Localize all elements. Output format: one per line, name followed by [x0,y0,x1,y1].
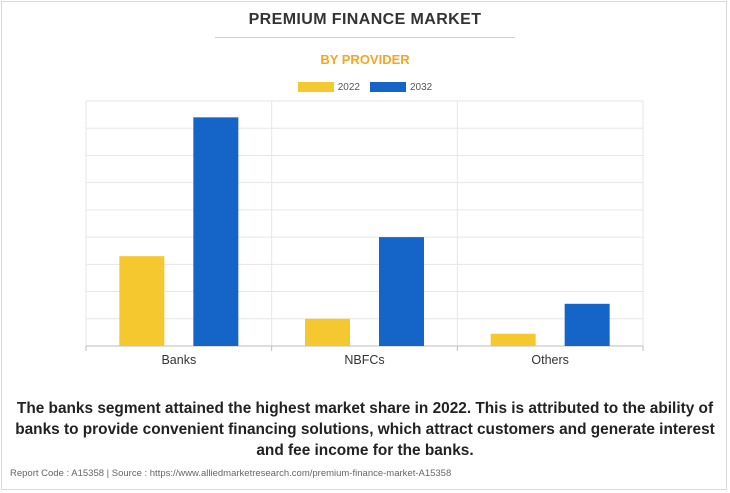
bar-2032-others [564,303,610,346]
bar-2022-nbfcs [305,318,350,346]
legend-swatch-2022 [297,82,334,92]
bar-chart: Banks NBFCs Others [85,100,644,367]
bar-2022-others [490,333,536,346]
source-footer: Report Code : A15358 | Source : https://… [10,468,452,479]
chart-title: PREMIUM FINANCE MARKET [248,11,482,28]
legend-label-2032: 2032 [410,81,433,93]
bar-2032-nbfcs [379,237,424,346]
bar-2022-banks [119,256,165,346]
title-divider [215,37,515,38]
legend: 2022 2032 [0,80,730,94]
legend-item-2032[interactable]: 2032 [370,82,432,93]
legend-item-2022[interactable]: 2022 [297,81,360,93]
legend-label-2022: 2022 [337,81,360,93]
legend-swatch-2032 [370,82,406,92]
chart-subtitle: BY PROVIDER [320,52,410,67]
x-tick-label: NBFCs [344,353,384,367]
x-tick-label: Others [531,353,569,367]
x-tick-label: Banks [161,353,196,367]
chart-description: The banks segment attained the highest m… [15,400,715,459]
bar-2032-banks [193,117,239,346]
